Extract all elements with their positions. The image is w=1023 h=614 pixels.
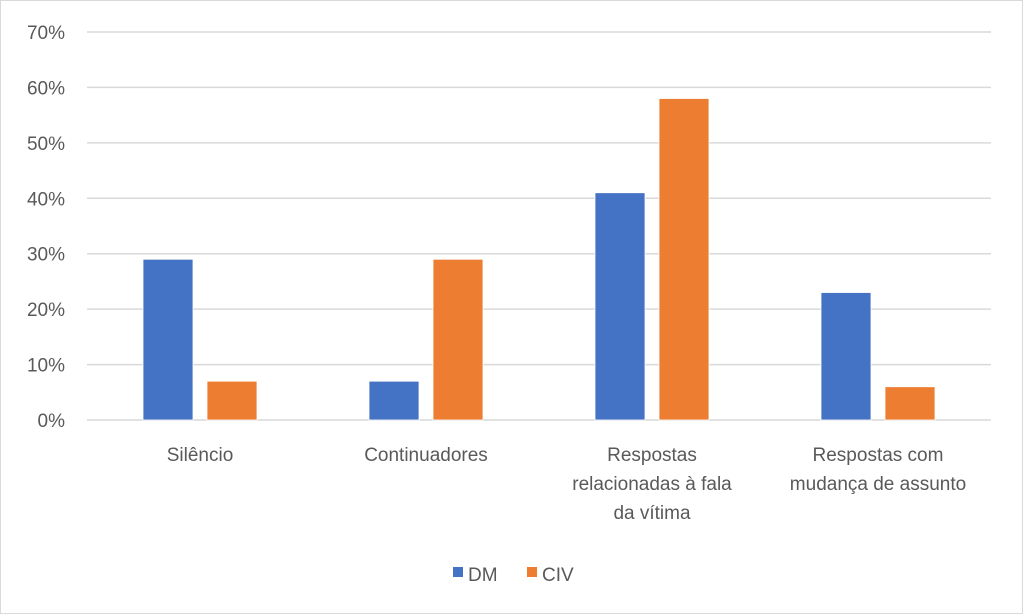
x-category-label: da vítima [613, 503, 691, 524]
y-tick-label: 20% [27, 300, 65, 321]
legend-swatch-civ [527, 567, 537, 577]
bars [142, 98, 936, 421]
legend-swatch-dm [453, 567, 463, 577]
y-tick-label: 70% [27, 23, 65, 44]
bar-dm-2 [594, 192, 646, 421]
x-category-label: Respostas com [813, 445, 944, 466]
x-axis-categories: Silêncio Continuadores Respostas relacionad… [167, 445, 966, 524]
legend: DM CIV [453, 565, 574, 586]
legend-label-dm: DM [468, 565, 498, 586]
bar-civ-3 [884, 386, 936, 421]
x-category-label: Silêncio [167, 445, 234, 466]
y-tick-label: 10% [27, 356, 65, 377]
y-tick-label: 0% [38, 411, 66, 432]
x-category-label: Respostas [607, 445, 697, 466]
bar-civ-0 [206, 380, 258, 421]
y-tick-label: 60% [27, 78, 65, 99]
bar-civ-1 [432, 258, 484, 421]
bar-dm-1 [368, 380, 420, 421]
y-tick-label: 30% [27, 245, 65, 266]
bar-dm-3 [820, 292, 872, 421]
y-tick-label: 40% [27, 189, 65, 210]
bar-dm-0 [142, 258, 194, 421]
x-category-label: mudança de assunto [790, 474, 966, 495]
y-axis-ticks: 0% 10% 20% 30% 40% 50% 60% 70% [27, 23, 65, 432]
x-category-label: relacionadas à fala [572, 474, 732, 495]
legend-label-civ: CIV [542, 565, 574, 586]
x-category-label: Continuadores [364, 445, 488, 466]
gridlines [87, 31, 991, 421]
bar-civ-2 [658, 98, 710, 421]
y-tick-label: 50% [27, 134, 65, 155]
